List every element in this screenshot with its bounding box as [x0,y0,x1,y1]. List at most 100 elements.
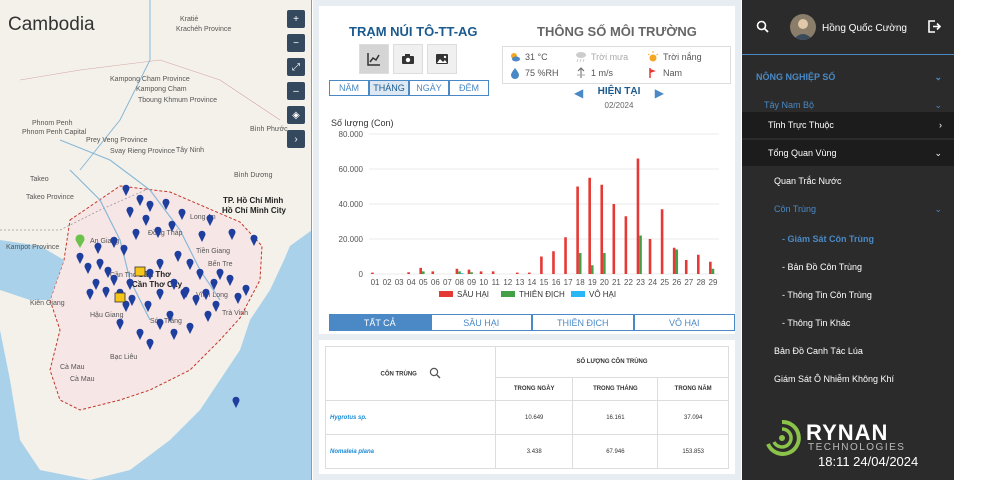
bar-THIÊN ĐỊCH[interactable] [590,265,594,274]
map-pin-icon[interactable] [142,214,150,226]
sidebar-item[interactable]: Quan Trắc Nước [742,168,954,194]
map-pin-icon[interactable] [174,250,182,262]
chart-line-icon[interactable] [359,44,389,74]
map-pin-icon[interactable] [212,300,220,312]
map-pin-icon[interactable] [242,284,250,296]
bar-SÂU HẠI[interactable] [467,269,471,274]
bar-THIÊN ĐỊCH[interactable] [470,272,473,274]
cell-name[interactable]: Nomaleia plana [325,434,496,469]
bar-SÂU HẠI[interactable] [491,271,495,274]
bar-THIÊN ĐỊCH[interactable] [711,268,715,274]
map-pin-icon[interactable] [154,226,162,238]
sidebar-item[interactable]: - Bản Đồ Côn Trùng [742,254,954,280]
map-pin-icon[interactable] [170,278,178,290]
map-pin-icon[interactable] [202,288,210,300]
bar-THIÊN ĐỊCH[interactable] [458,271,461,274]
arrow-right-icon[interactable]: ▶ [654,86,664,100]
bar-SÂU HẠI[interactable] [371,272,374,274]
bar-SÂU HẠI[interactable] [419,267,423,274]
bar-SÂU HẠI[interactable] [564,237,567,274]
period-tab[interactable]: ĐÊM [449,80,489,96]
map-pin-icon[interactable] [84,262,92,274]
map-pin-icon[interactable] [146,268,154,280]
map-pin-icon[interactable] [156,288,164,300]
map-pin-icon[interactable] [232,396,240,408]
map-pin-icon[interactable] [162,198,170,210]
sidebar-item[interactable]: - Thông Tin Khác [742,310,954,336]
map-pin-icon[interactable] [126,278,134,290]
zoom-in-icon[interactable]: + [287,10,305,28]
map-pin-icon[interactable] [122,184,130,196]
map-pin-icon[interactable] [216,268,224,280]
map-panel[interactable]: Cambodia Kratié Krachéh Province Kampong C… [0,0,312,480]
map-pin-icon[interactable] [226,274,234,286]
type-tab[interactable]: SÂU HẠI [430,314,532,331]
bar-SÂU HẠI[interactable] [431,271,435,274]
camera-icon[interactable] [393,44,423,74]
sidebar-item[interactable]: - Thông Tin Côn Trùng [742,282,954,308]
sidebar-item[interactable]: Giám Sát Ô Nhiễm Không Khí [742,366,954,392]
sidebar-item[interactable]: Tỉnh Trực Thuộc › [742,112,954,138]
map-pin-icon[interactable] [168,220,176,232]
map-pin-icon[interactable] [132,228,140,240]
map-pin-icon[interactable] [178,208,186,220]
map-pin-icon[interactable] [104,266,112,278]
map-pin-icon[interactable] [92,278,100,290]
map-pin-icon[interactable] [146,200,154,212]
map-pin-icon[interactable] [228,228,236,240]
sidebar-item[interactable]: Côn Trùng ⌄ [742,196,954,222]
map-pin-icon[interactable] [182,286,190,298]
map-pin-icon[interactable] [102,286,110,298]
logout-icon[interactable] [928,20,942,38]
map-pin-icon[interactable] [234,292,242,304]
zoom-out-icon[interactable]: − [287,34,305,52]
bar-SÂU HẠI[interactable] [540,256,543,275]
sidebar-item[interactable]: Bản Đồ Canh Tác Lúa [742,338,954,364]
sidebar-item[interactable]: NÔNG NGHIỆP SỐ ⌄ [742,66,954,88]
map-pin-icon[interactable] [120,244,128,256]
bar-SÂU HẠI[interactable] [684,260,688,274]
bar-SÂU HẠI[interactable] [600,184,604,274]
map-pin-icon[interactable] [116,318,124,330]
search-icon[interactable] [429,367,441,381]
bar-SÂU HẠI[interactable] [696,254,700,274]
map-pin-icon[interactable] [166,310,174,322]
map-pin-icon[interactable] [210,278,218,290]
period-tab[interactable]: NGÀY [409,80,449,96]
bar-THIÊN ĐỊCH[interactable] [603,253,606,274]
bar-SÂU HẠI[interactable] [636,158,640,275]
period-tab[interactable]: NĂM [329,80,369,96]
map-pin-icon[interactable] [110,236,118,248]
bar-SÂU HẠI[interactable] [455,268,459,274]
legend-item[interactable]: THIÊN ĐỊCH [501,290,565,299]
bar-SÂU HẠI[interactable] [515,272,519,274]
period-tab[interactable]: THÁNG [369,80,409,96]
bar-SÂU HẠI[interactable] [709,261,712,274]
minus-icon[interactable]: – [287,82,305,100]
table-row[interactable]: Nomaleia plana 3.438 67.946 153.853 [325,434,729,469]
map-pin-icon[interactable] [110,274,118,286]
map-pin-icon[interactable] [146,338,154,350]
map-pin-icon[interactable] [170,328,178,340]
bar-SÂU HẠI[interactable] [672,247,676,274]
bar-SÂU HẠI[interactable] [407,272,410,274]
map-pin-icon[interactable] [250,234,258,246]
bar-THIÊN ĐỊCH[interactable] [675,249,679,275]
map-pin-icon[interactable] [186,322,194,334]
bar-THIÊN ĐỊCH[interactable] [578,253,582,274]
map-pin-icon[interactable] [122,300,130,312]
map-pin-icon[interactable] [186,258,194,270]
legend-item[interactable]: VÔ HẠI [571,290,616,299]
map-pin-icon[interactable] [198,230,206,242]
bar-SÂU HẠI[interactable] [576,186,579,275]
table-row[interactable]: Hygrotus sp. 10.649 16.161 37.094 [325,400,729,435]
bar-SÂU HẠI[interactable] [479,271,483,274]
sidebar-item[interactable]: - Giám Sát Côn Trùng [742,226,954,252]
cell-name[interactable]: Hygrotus sp. [325,400,496,435]
map-pins[interactable] [0,0,312,480]
sidebar-item[interactable]: Tổng Quan Vùng ⌄ [742,140,954,166]
bar-SÂU HẠI[interactable] [648,239,652,274]
legend-item[interactable]: SÂU HẠI [439,290,489,299]
map-pin-icon[interactable] [144,300,152,312]
fullscreen-icon[interactable]: ⤢ [287,58,305,76]
